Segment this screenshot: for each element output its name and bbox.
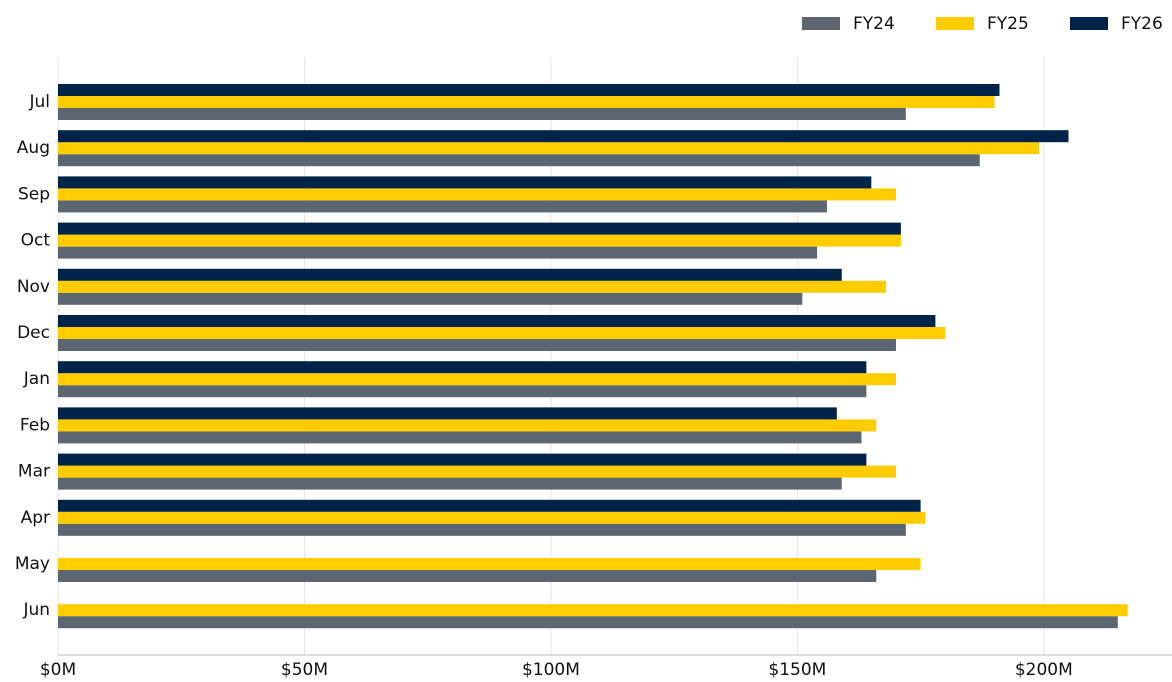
x-tick-label: $100M [522, 660, 580, 680]
bar [58, 570, 877, 582]
x-tick-label: $0M [40, 660, 76, 680]
y-tick-label: Jan [23, 369, 50, 389]
x-tick-label: $150M [768, 660, 826, 680]
legend-label: FY24 [853, 14, 895, 34]
bar [58, 511, 926, 524]
y-tick-label: May [15, 554, 50, 574]
y-tick-label: Mar [18, 462, 50, 482]
bar [58, 188, 896, 201]
bar [58, 280, 887, 293]
bar [58, 200, 827, 213]
bar [58, 373, 896, 386]
y-tick-label: Jun [22, 600, 50, 620]
bar [58, 499, 921, 512]
y-tick-label: Oct [21, 231, 51, 251]
bar [58, 96, 995, 108]
y-tick-label: Aug [17, 138, 50, 158]
bar [58, 407, 837, 420]
bar [58, 108, 906, 120]
x-tick-label: $200M [1015, 660, 1073, 680]
legend-label: FY26 [1121, 14, 1163, 34]
y-tick-label: Apr [21, 508, 50, 528]
bar [58, 558, 921, 570]
bar [58, 523, 906, 536]
bar [58, 419, 877, 432]
legend-swatch [936, 17, 974, 30]
bar [58, 142, 1039, 155]
bar [58, 616, 1118, 629]
y-tick-label: Feb [20, 415, 50, 435]
y-tick-label: Jul [28, 92, 50, 112]
bar [58, 431, 862, 444]
bar [58, 385, 867, 398]
bar [58, 327, 946, 339]
bar [58, 477, 842, 490]
legend-swatch [802, 17, 840, 30]
bar [58, 234, 901, 247]
bar [58, 176, 872, 189]
bar [58, 339, 896, 351]
y-tick-label: Dec [17, 323, 50, 343]
x-tick-label: $50M [281, 660, 328, 680]
bar [58, 315, 936, 327]
bar [58, 154, 980, 167]
bar [58, 465, 896, 478]
bar [58, 292, 803, 305]
y-tick-label: Nov [17, 277, 50, 297]
bar [58, 453, 867, 466]
bar [58, 361, 867, 374]
y-tick-label: Sep [18, 184, 50, 204]
bar [58, 222, 901, 235]
legend-label: FY25 [987, 14, 1029, 34]
bar [58, 246, 818, 259]
bar [58, 130, 1069, 143]
bar [58, 604, 1128, 617]
legend-swatch [1070, 17, 1108, 30]
bar [58, 268, 842, 281]
bar [58, 84, 1000, 96]
